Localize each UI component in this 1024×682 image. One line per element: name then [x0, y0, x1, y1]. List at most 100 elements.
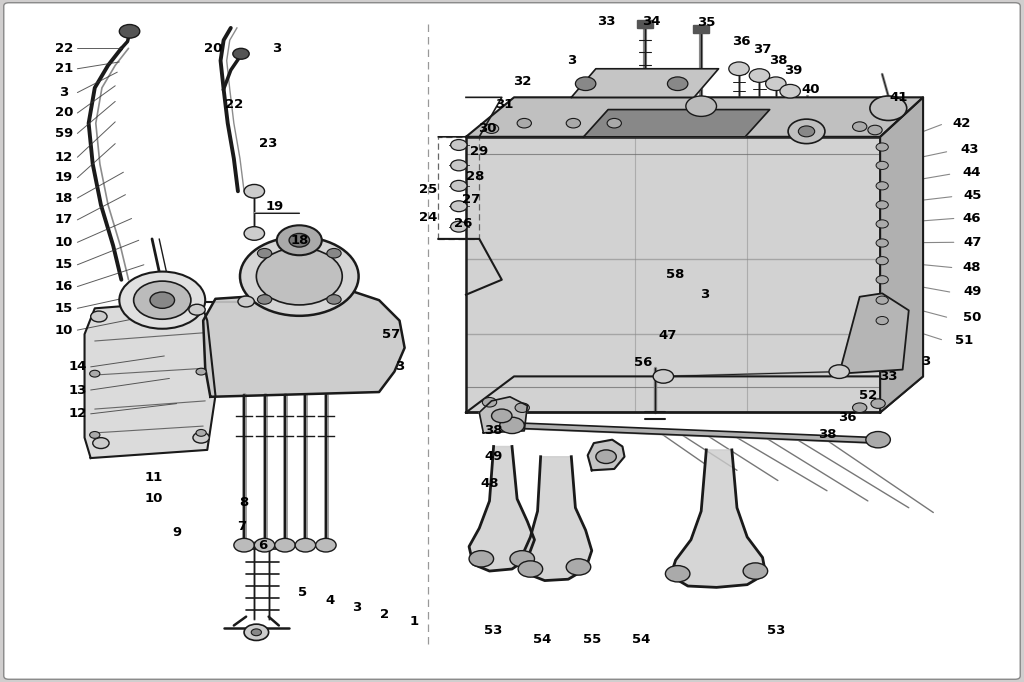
Circle shape [492, 409, 512, 423]
Text: 21: 21 [55, 62, 74, 75]
Circle shape [566, 119, 581, 128]
Circle shape [484, 124, 499, 134]
Circle shape [257, 248, 271, 258]
Text: 48: 48 [480, 477, 499, 490]
Circle shape [150, 292, 174, 308]
Circle shape [254, 538, 274, 552]
Text: 38: 38 [769, 54, 787, 67]
Polygon shape [466, 98, 923, 137]
Text: 46: 46 [963, 212, 981, 225]
Text: 53: 53 [767, 624, 785, 637]
Text: 32: 32 [513, 74, 531, 87]
Text: 45: 45 [963, 189, 981, 202]
Text: 18: 18 [290, 234, 308, 247]
Circle shape [607, 119, 622, 128]
Polygon shape [881, 98, 923, 413]
Circle shape [500, 417, 524, 434]
Circle shape [750, 69, 770, 83]
Circle shape [91, 311, 108, 322]
Polygon shape [571, 69, 719, 98]
Text: 51: 51 [954, 334, 973, 348]
Circle shape [877, 296, 889, 304]
Circle shape [451, 160, 467, 171]
Text: 34: 34 [642, 14, 660, 27]
Text: 57: 57 [382, 327, 400, 341]
Circle shape [327, 248, 341, 258]
Text: 12: 12 [69, 407, 86, 420]
Text: 48: 48 [963, 261, 981, 274]
Text: 14: 14 [69, 360, 87, 373]
Circle shape [276, 225, 322, 255]
Circle shape [482, 398, 497, 407]
Text: 16: 16 [55, 280, 74, 293]
Circle shape [244, 226, 264, 240]
Circle shape [853, 122, 867, 132]
Circle shape [877, 143, 889, 151]
Text: 26: 26 [454, 218, 472, 231]
Text: 5: 5 [298, 587, 307, 599]
Circle shape [668, 77, 688, 91]
Circle shape [666, 565, 690, 582]
Circle shape [196, 368, 206, 375]
Text: 20: 20 [55, 106, 74, 119]
Circle shape [686, 96, 717, 117]
Text: 9: 9 [172, 527, 181, 539]
Polygon shape [466, 376, 923, 413]
Text: 24: 24 [419, 211, 437, 224]
Circle shape [469, 550, 494, 567]
Circle shape [232, 48, 249, 59]
Text: 15: 15 [55, 258, 74, 271]
Circle shape [829, 365, 850, 379]
Text: 3: 3 [566, 54, 575, 67]
Polygon shape [522, 457, 592, 580]
Circle shape [188, 304, 205, 315]
Circle shape [451, 221, 467, 232]
Text: 19: 19 [265, 200, 284, 213]
Circle shape [134, 281, 190, 319]
Circle shape [780, 85, 801, 98]
Text: 22: 22 [224, 98, 243, 110]
Text: 33: 33 [879, 370, 898, 383]
Text: 17: 17 [55, 213, 74, 226]
Circle shape [90, 432, 100, 439]
Text: 54: 54 [632, 633, 650, 646]
Circle shape [877, 201, 889, 209]
Polygon shape [588, 440, 625, 471]
Polygon shape [584, 110, 770, 137]
Text: 58: 58 [667, 268, 685, 281]
Circle shape [877, 162, 889, 170]
Circle shape [256, 248, 342, 305]
Text: 47: 47 [963, 236, 981, 249]
Text: 36: 36 [839, 411, 857, 424]
Bar [637, 20, 653, 28]
Text: 31: 31 [495, 98, 513, 110]
Text: 3: 3 [352, 602, 361, 614]
Text: 8: 8 [240, 496, 249, 509]
Polygon shape [840, 293, 908, 374]
Text: 2: 2 [380, 608, 389, 621]
Text: 41: 41 [890, 91, 907, 104]
Polygon shape [469, 447, 535, 571]
Circle shape [233, 538, 254, 552]
Text: 42: 42 [952, 117, 971, 130]
Text: 39: 39 [784, 63, 803, 76]
Text: 3: 3 [59, 86, 69, 99]
Text: 30: 30 [478, 122, 497, 135]
Circle shape [510, 550, 535, 567]
Circle shape [870, 96, 906, 121]
Text: 6: 6 [258, 539, 267, 552]
Text: 25: 25 [419, 183, 437, 196]
Circle shape [244, 624, 268, 640]
Circle shape [877, 276, 889, 284]
Polygon shape [671, 450, 766, 587]
Text: 22: 22 [55, 42, 74, 55]
Text: 43: 43 [961, 143, 979, 155]
Text: 44: 44 [963, 166, 981, 179]
Text: 40: 40 [802, 83, 820, 95]
Text: 38: 38 [484, 424, 503, 437]
Circle shape [868, 125, 883, 135]
Text: 13: 13 [69, 383, 87, 396]
Circle shape [327, 295, 341, 304]
Circle shape [596, 450, 616, 464]
Text: 50: 50 [963, 311, 981, 324]
